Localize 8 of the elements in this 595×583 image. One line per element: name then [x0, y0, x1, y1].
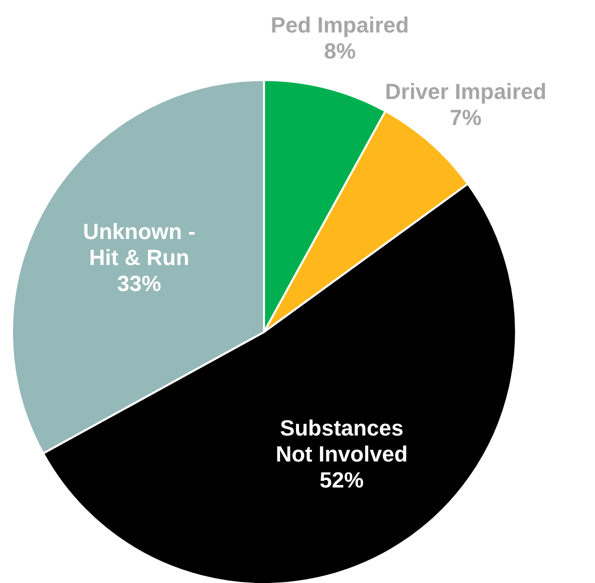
data-label: 33%: [117, 271, 162, 296]
slice-label: Ped Impaired: [270, 12, 409, 38]
data-label: 52%: [320, 467, 364, 492]
slice-label: Unknown - Hit & Run: [82, 219, 196, 270]
slice-label: Substances Not Involved: [276, 415, 408, 466]
data-label: 8%: [324, 38, 356, 64]
data-label: 7%: [450, 105, 482, 130]
slice-label: Driver Impaired: [384, 79, 546, 104]
